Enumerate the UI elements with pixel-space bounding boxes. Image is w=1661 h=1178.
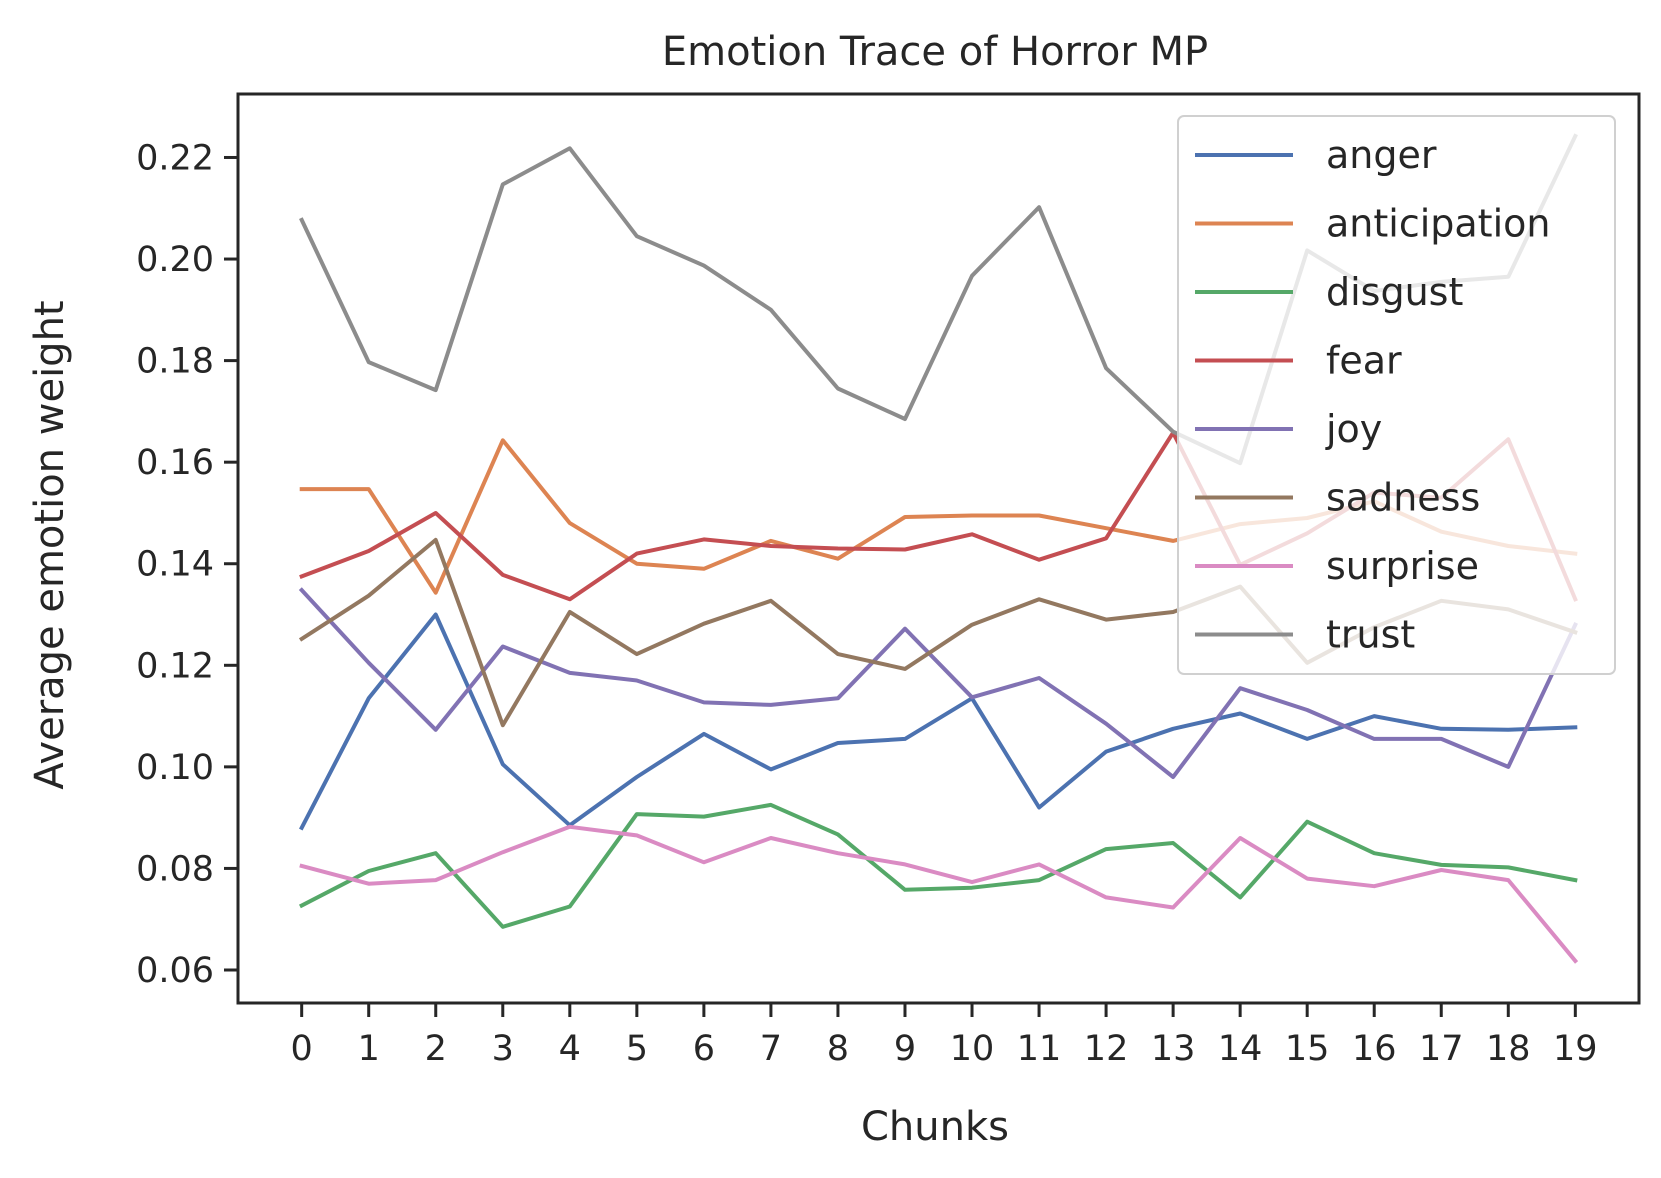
y-tick-label: 0.06 bbox=[136, 951, 214, 991]
x-tick-label: 8 bbox=[827, 1029, 849, 1069]
x-tick-label: 10 bbox=[950, 1029, 995, 1069]
x-tick-label: 0 bbox=[291, 1029, 313, 1069]
x-tick-label: 4 bbox=[559, 1029, 581, 1069]
x-tick-label: 14 bbox=[1218, 1029, 1263, 1069]
x-tick-label: 9 bbox=[894, 1029, 916, 1069]
series-line-joy bbox=[298, 587, 1578, 779]
y-axis-label: Average emotion weight bbox=[27, 300, 73, 789]
x-tick-label: 19 bbox=[1553, 1029, 1598, 1069]
legend-box bbox=[1177, 115, 1616, 675]
y-tick-label: 0.14 bbox=[136, 545, 214, 585]
chart-title: Emotion Trace of Horror MP bbox=[662, 29, 1208, 75]
legend-label-disgust: disgust bbox=[1326, 270, 1463, 314]
x-tick-label: 15 bbox=[1285, 1029, 1330, 1069]
x-tick-label: 2 bbox=[425, 1029, 447, 1069]
legend: anger anticipation disgust fear joy sadness su… bbox=[1177, 115, 1616, 675]
plot-area: 0 1 2 3 4 5 6 7 8 9 10 11 12 13 14 15 16 17 18 190.060.080.… bbox=[136, 92, 1641, 1069]
y-tick-label: 0.08 bbox=[136, 849, 214, 889]
x-tick-label: 3 bbox=[492, 1029, 514, 1069]
x-tick-label: 11 bbox=[1017, 1029, 1062, 1069]
series-line-disgust bbox=[299, 802, 1578, 929]
legend-label-anger: anger bbox=[1326, 133, 1437, 177]
legend-label-trust: trust bbox=[1326, 613, 1415, 657]
x-tick-label: 18 bbox=[1486, 1029, 1531, 1069]
x-tick-label: 5 bbox=[626, 1029, 648, 1069]
x-tick-label: 12 bbox=[1084, 1029, 1129, 1069]
legend-label-sadness: sadness bbox=[1326, 476, 1480, 520]
legend-label-anticipation: anticipation bbox=[1326, 202, 1550, 246]
y-tick-label: 0.16 bbox=[136, 443, 214, 483]
series-line-anger bbox=[299, 612, 1578, 831]
y-tick-label: 0.22 bbox=[136, 138, 214, 178]
x-tick-label: 13 bbox=[1151, 1029, 1196, 1069]
y-tick-label: 0.20 bbox=[136, 240, 214, 280]
x-tick-label: 7 bbox=[760, 1029, 782, 1069]
x-tick-label: 1 bbox=[358, 1029, 380, 1069]
x-tick-label: 17 bbox=[1419, 1029, 1464, 1069]
axes-frame bbox=[236, 92, 1641, 1005]
legend-label-fear: fear bbox=[1326, 339, 1402, 383]
legend-label-surprise: surprise bbox=[1326, 544, 1479, 588]
y-tick-label: 0.10 bbox=[136, 748, 214, 788]
x-tick-label: 16 bbox=[1352, 1029, 1397, 1069]
series-line-surprise bbox=[299, 824, 1579, 964]
x-tick-label: 6 bbox=[693, 1029, 715, 1069]
y-tick-label: 0.18 bbox=[136, 342, 214, 382]
x-axis-label: Chunks bbox=[861, 1104, 1009, 1150]
legend-label-joy: joy bbox=[1325, 407, 1382, 451]
y-tick-label: 0.12 bbox=[136, 646, 214, 686]
